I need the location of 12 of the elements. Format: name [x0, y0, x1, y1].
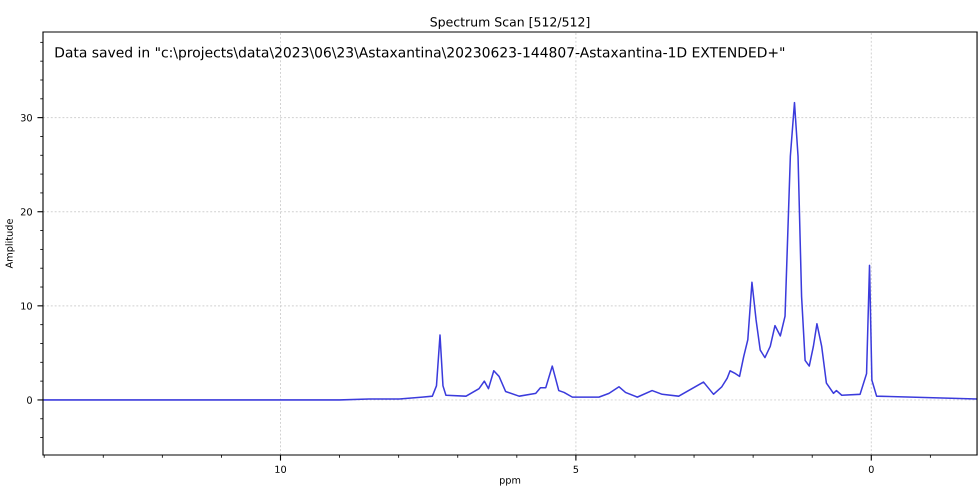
y-tick-label: 10 — [21, 302, 32, 310]
x-tick-label: 5 — [574, 466, 578, 473]
y-tick-label: 30 — [20, 114, 32, 122]
x-tick-label: 0 — [868, 466, 874, 473]
y-axis-title: Amplitude — [5, 219, 15, 268]
annotation: Data saved in "c:\projects\data\2023\06\23\Astaxantina\20230623-144807-Astaxantina-1D EXTENDED+" — [56, 46, 784, 60]
chart-title: Spectrum Scan [512/512] — [430, 16, 590, 30]
y-tick-label: 0 — [27, 396, 32, 404]
x-axis-title: ppm — [500, 478, 520, 486]
x-tick-label: 10 — [275, 466, 286, 473]
y-tick-label: 20 — [20, 208, 32, 216]
line-series — [43, 102, 978, 401]
